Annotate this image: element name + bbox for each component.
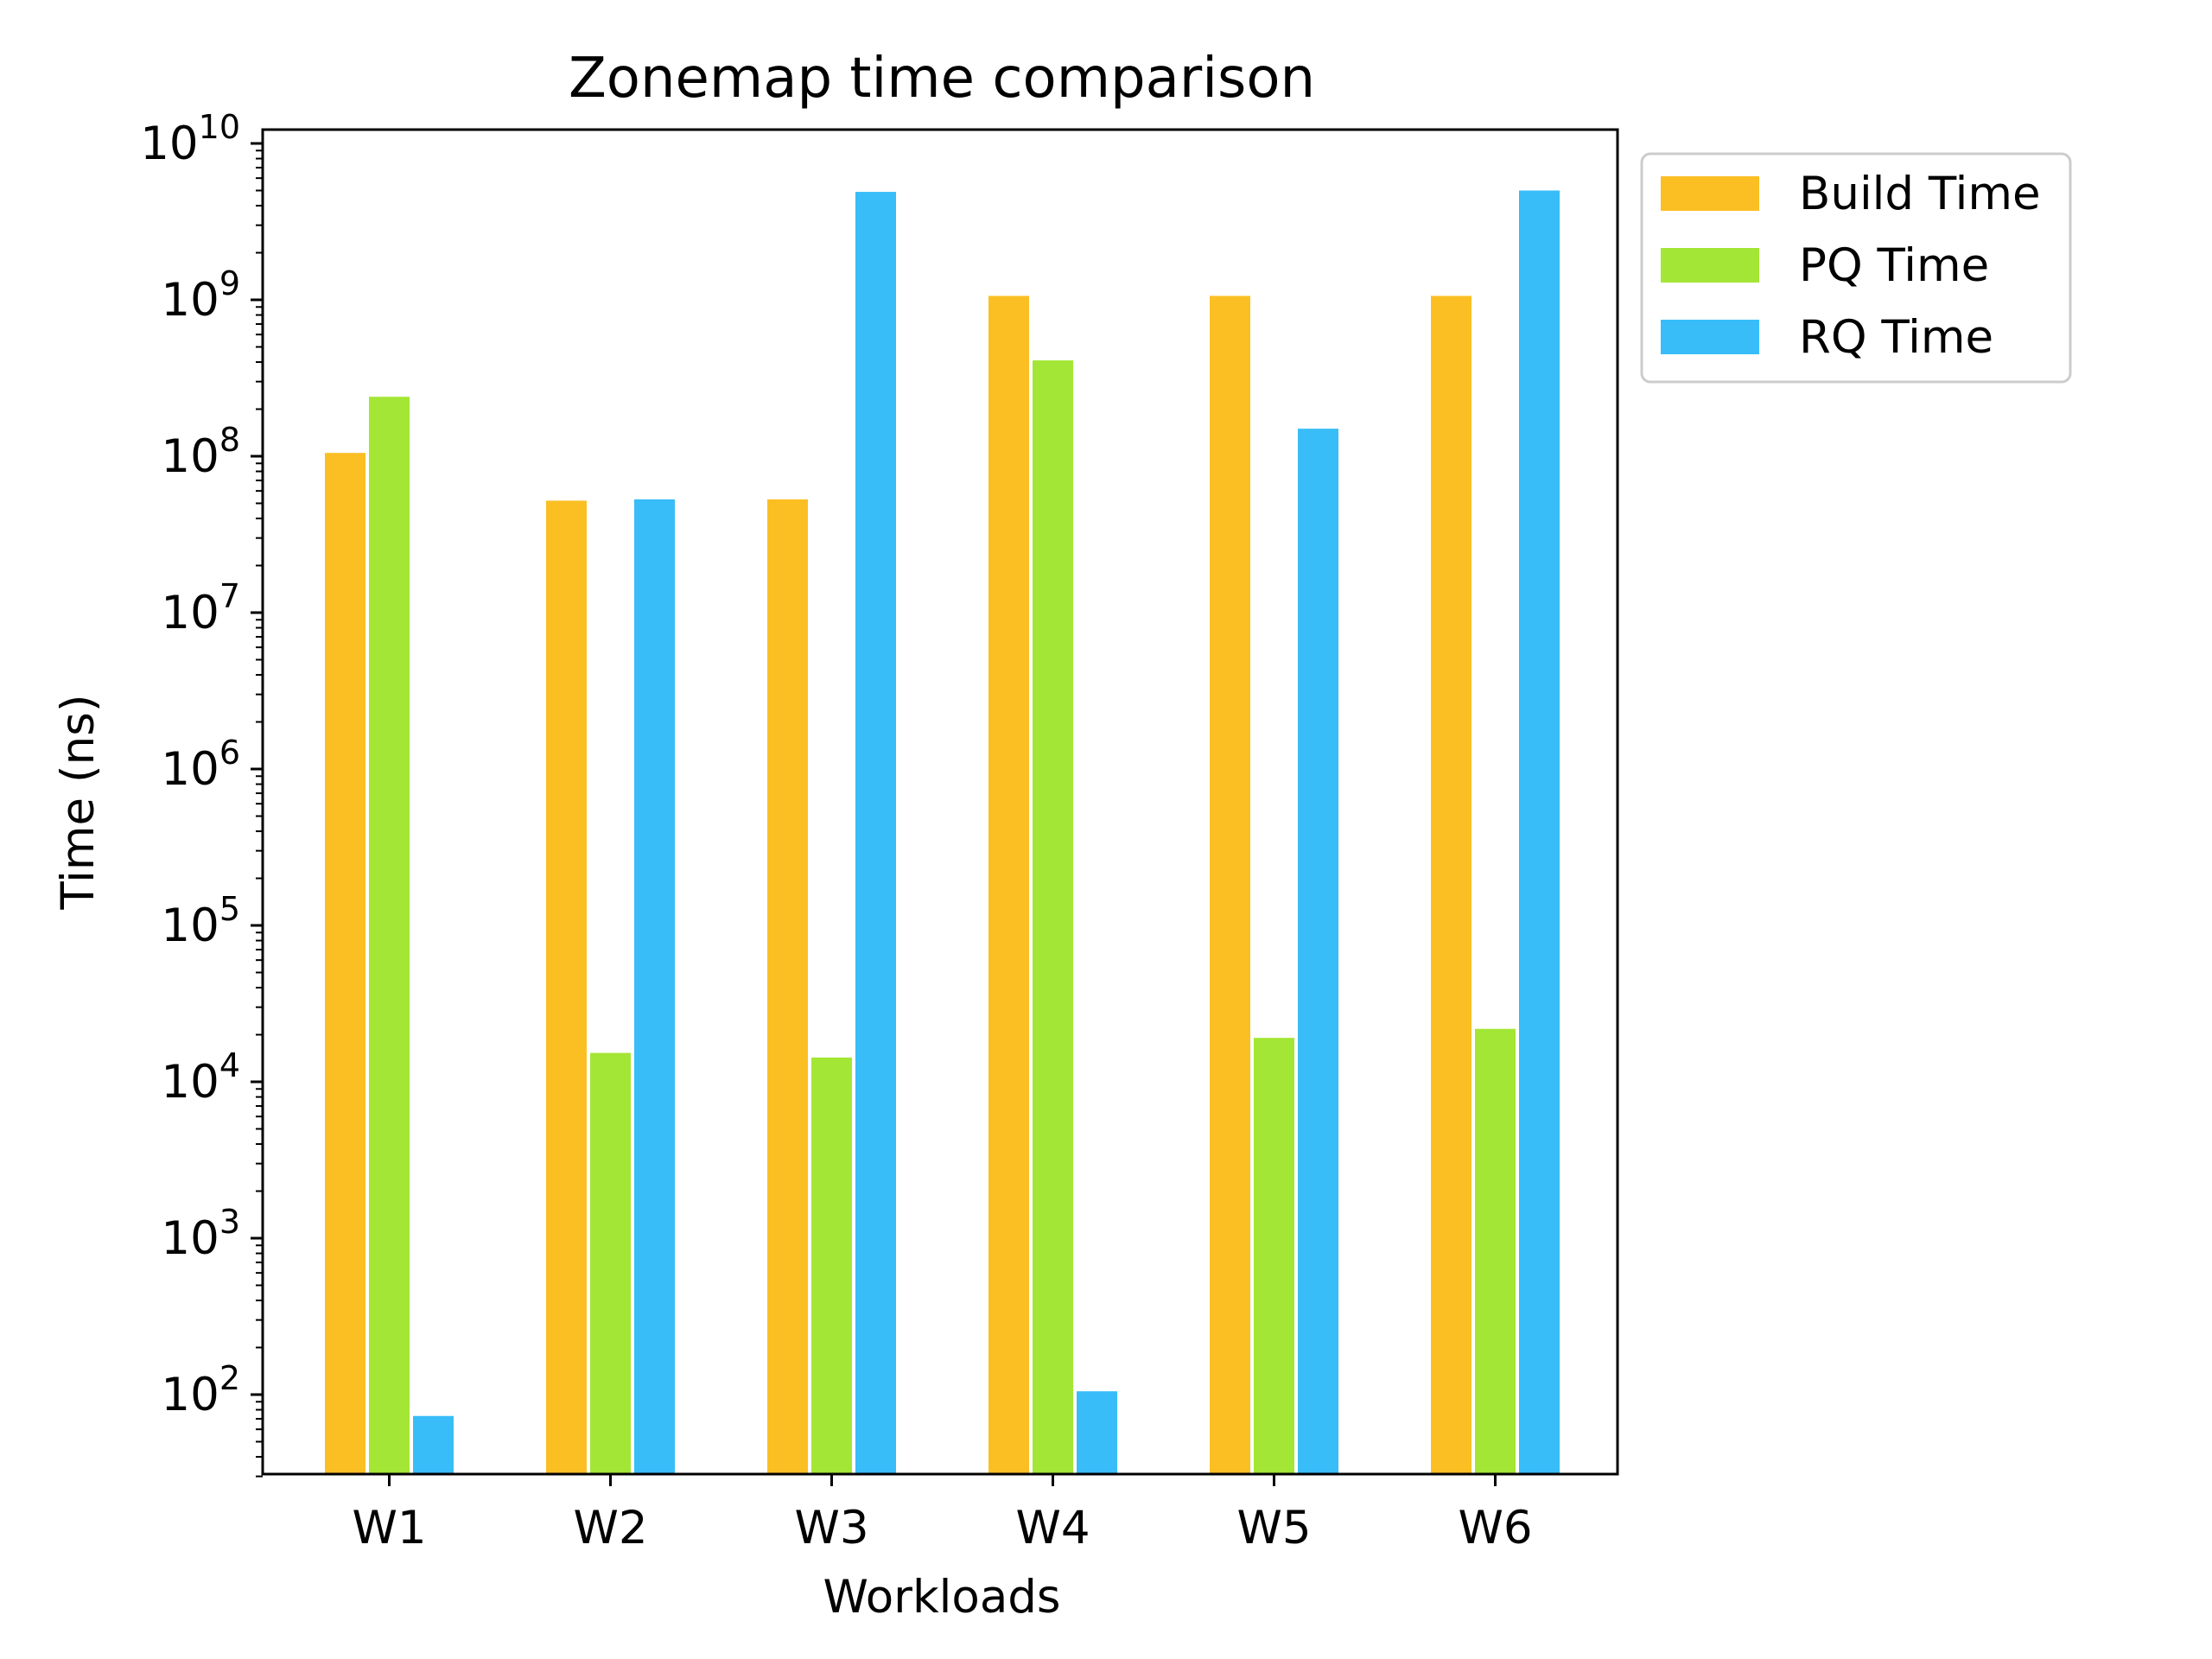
bar-pq-time-w6: [1475, 1028, 1516, 1474]
legend-label-rq: RQ Time: [1799, 311, 1993, 364]
legend-label-pq: PQ Time: [1799, 239, 1989, 292]
x-ticks: W1 W2 W3 W4 W5 W6: [352, 1474, 1533, 1554]
y-tick-label: 106: [161, 734, 240, 796]
y-tick-label: 105: [161, 890, 240, 952]
bar-rq-time-w1: [413, 1415, 454, 1474]
plot-frame: [261, 128, 1619, 1476]
y-major-ticks: 102 103 104 105 106 107 108 109 1010: [140, 108, 263, 1421]
x-tick-label: W6: [1458, 1502, 1532, 1554]
bar-build-time-w5: [1210, 296, 1250, 1474]
bar-rq-time-w4: [1077, 1391, 1117, 1474]
y-tick-label: 102: [161, 1359, 240, 1421]
bar-build-time-w2: [546, 500, 587, 1475]
bars-layer: [325, 190, 1560, 1475]
legend[interactable]: Build Time PQ Time RQ Time: [1640, 152, 2072, 384]
legend-label-build: Build Time: [1799, 168, 2041, 220]
bar-pq-time-w4: [1033, 360, 1073, 1474]
y-tick-label: 1010: [140, 108, 240, 170]
y-tick-label: 104: [161, 1046, 240, 1109]
bar-rq-time-w6: [1519, 190, 1560, 1474]
bar-build-time-w1: [325, 453, 365, 1474]
chart-title: Zonemap time comparison: [569, 47, 1315, 111]
y-tick-label: 109: [161, 264, 240, 327]
bar-pq-time-w1: [369, 397, 410, 1474]
y-axis-label: Time (ns): [52, 694, 105, 910]
x-tick-label: W5: [1236, 1502, 1311, 1554]
x-tick-label: W1: [352, 1502, 426, 1554]
bar-rq-time-w2: [634, 499, 675, 1475]
bar-pq-time-w3: [811, 1057, 852, 1474]
bar-build-time-w6: [1431, 296, 1471, 1474]
bar-pq-time-w2: [590, 1052, 631, 1474]
legend-swatch-rq: [1661, 320, 1759, 354]
legend-swatch-pq: [1661, 248, 1759, 283]
y-tick-label: 108: [161, 421, 240, 483]
bar-build-time-w3: [767, 499, 808, 1475]
x-axis-label: Workloads: [823, 1571, 1060, 1624]
legend-swatch-build: [1661, 176, 1759, 211]
x-tick-label: W3: [794, 1502, 868, 1554]
bar-build-time-w4: [988, 296, 1029, 1474]
bar-rq-time-w3: [855, 192, 896, 1475]
x-tick-label: W4: [1015, 1502, 1090, 1554]
x-tick-label: W2: [573, 1502, 647, 1554]
bar-pq-time-w5: [1254, 1038, 1294, 1474]
y-tick-label: 107: [161, 577, 240, 639]
bar-rq-time-w5: [1298, 429, 1338, 1475]
y-tick-label: 103: [161, 1203, 240, 1265]
